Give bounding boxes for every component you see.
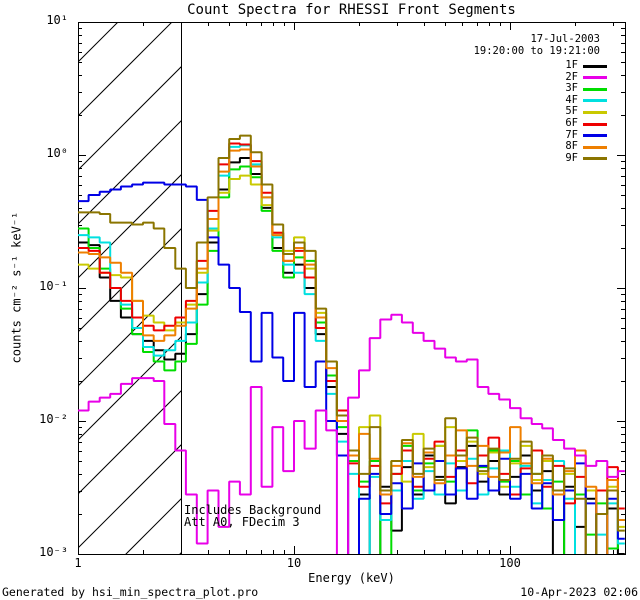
annotation-attenuator-state: Att A0, FDecim 3 xyxy=(184,515,300,529)
y-tick-label-0.1: 10⁻¹ xyxy=(39,279,68,293)
spectra-curves xyxy=(78,134,625,554)
legend-swatch-5f xyxy=(583,110,607,114)
x-axis-title: Energy (keV) xyxy=(308,571,395,585)
series-2f xyxy=(78,313,625,554)
y-tick-label-10: 10¹ xyxy=(46,13,68,27)
legend-swatch-1f xyxy=(583,64,607,68)
legend-swatch-2f xyxy=(583,76,607,80)
legend-swatch-7f xyxy=(583,134,607,138)
chart-title: Count Spectra for RHESSI Front Segments xyxy=(187,2,516,18)
series-1f xyxy=(78,157,625,554)
series-9f xyxy=(78,134,625,554)
y-tick-label-0.01: 10⁻² xyxy=(39,412,68,426)
legend-time-range: 19:20:00 to 19:21:00 xyxy=(473,45,600,57)
x-tick-label-1: 1 xyxy=(74,556,82,570)
annotation-includes-background: Includes Background xyxy=(184,503,322,517)
footer-timestamp: 10-Apr-2023 02:06 xyxy=(520,585,638,599)
legend-swatch-4f xyxy=(583,99,607,103)
y-tick-label-1: 10⁰ xyxy=(46,146,68,160)
y-tick-label-0.001: 10⁻³ xyxy=(39,545,68,559)
y-axis-title: counts cm⁻² s⁻¹ keV⁻¹ xyxy=(9,211,24,364)
legend-label-9f: 9F xyxy=(565,151,578,164)
legend-date: 17-Jul-2003 xyxy=(530,33,600,45)
series-8f xyxy=(78,148,625,554)
legend-label-3f: 3F xyxy=(565,82,578,95)
legend-label-2f: 2F xyxy=(565,70,578,83)
legend-label-1f: 1F xyxy=(565,59,578,71)
legend-label-4f: 4F xyxy=(565,93,578,106)
series-6f xyxy=(78,142,625,554)
series-7f xyxy=(78,181,625,554)
legend-label-7f: 7F xyxy=(565,128,578,141)
hatch-region xyxy=(78,22,182,554)
x-tick-label-10: 10 xyxy=(286,556,302,570)
axis-ticks xyxy=(78,22,625,555)
legend-swatch-9f xyxy=(583,157,607,161)
footer-generator: Generated by hsi_min_spectra_plot.pro xyxy=(2,585,259,599)
legend-label-8f: 8F xyxy=(565,140,578,153)
x-tick-label-100: 100 xyxy=(499,556,521,570)
legend-label-6f: 6F xyxy=(565,117,578,129)
legend-swatch-6f xyxy=(583,122,607,126)
series-4f xyxy=(78,144,625,554)
legend-swatch-8f xyxy=(583,145,607,149)
legend-label-5f: 5F xyxy=(565,105,578,118)
legend-swatch-3f xyxy=(583,87,607,91)
